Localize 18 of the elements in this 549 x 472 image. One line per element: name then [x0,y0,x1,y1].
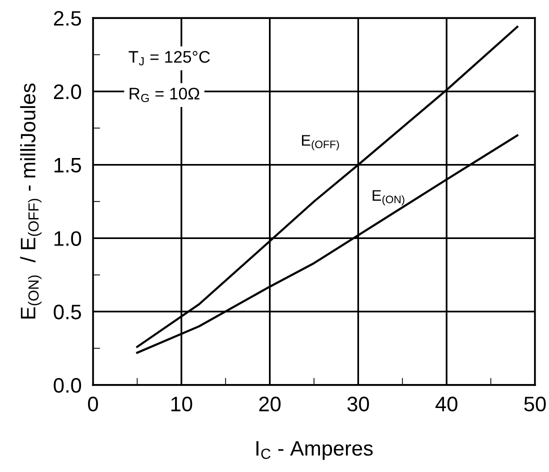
x-tick-label: 10 [171,396,192,412]
y-axis-title: E$_{(ON)}$ / E$_{(OFF)}$ - milliJoules [20,84,42,319]
series-label: E$_{(ON)}$ [372,190,404,206]
y-tick-label: 2.0 [54,84,82,100]
x-tick-label: 20 [259,396,281,412]
x-axis-title: I$_{C}$ - Amperes [256,441,373,460]
y-tick-label: 2.5 [54,11,82,26]
y-tick-label: 0.5 [54,304,82,320]
y-tick-label: 1.0 [54,231,82,246]
x-tick-label: 50 [524,396,546,412]
x-tick-label: 40 [435,396,458,412]
y-tick-label: 1.5 [54,158,82,173]
x-tick-label: 30 [347,396,369,412]
x-tick-label: 0 [88,396,98,412]
annotation: T$_{J}$ = 125°C [128,51,210,66]
y-tick-label: 0.0 [54,378,82,393]
annotation: R$_{G}$ = 10Ω [130,88,200,102]
series-label: E$_{(OFF)}$ [302,135,339,150]
